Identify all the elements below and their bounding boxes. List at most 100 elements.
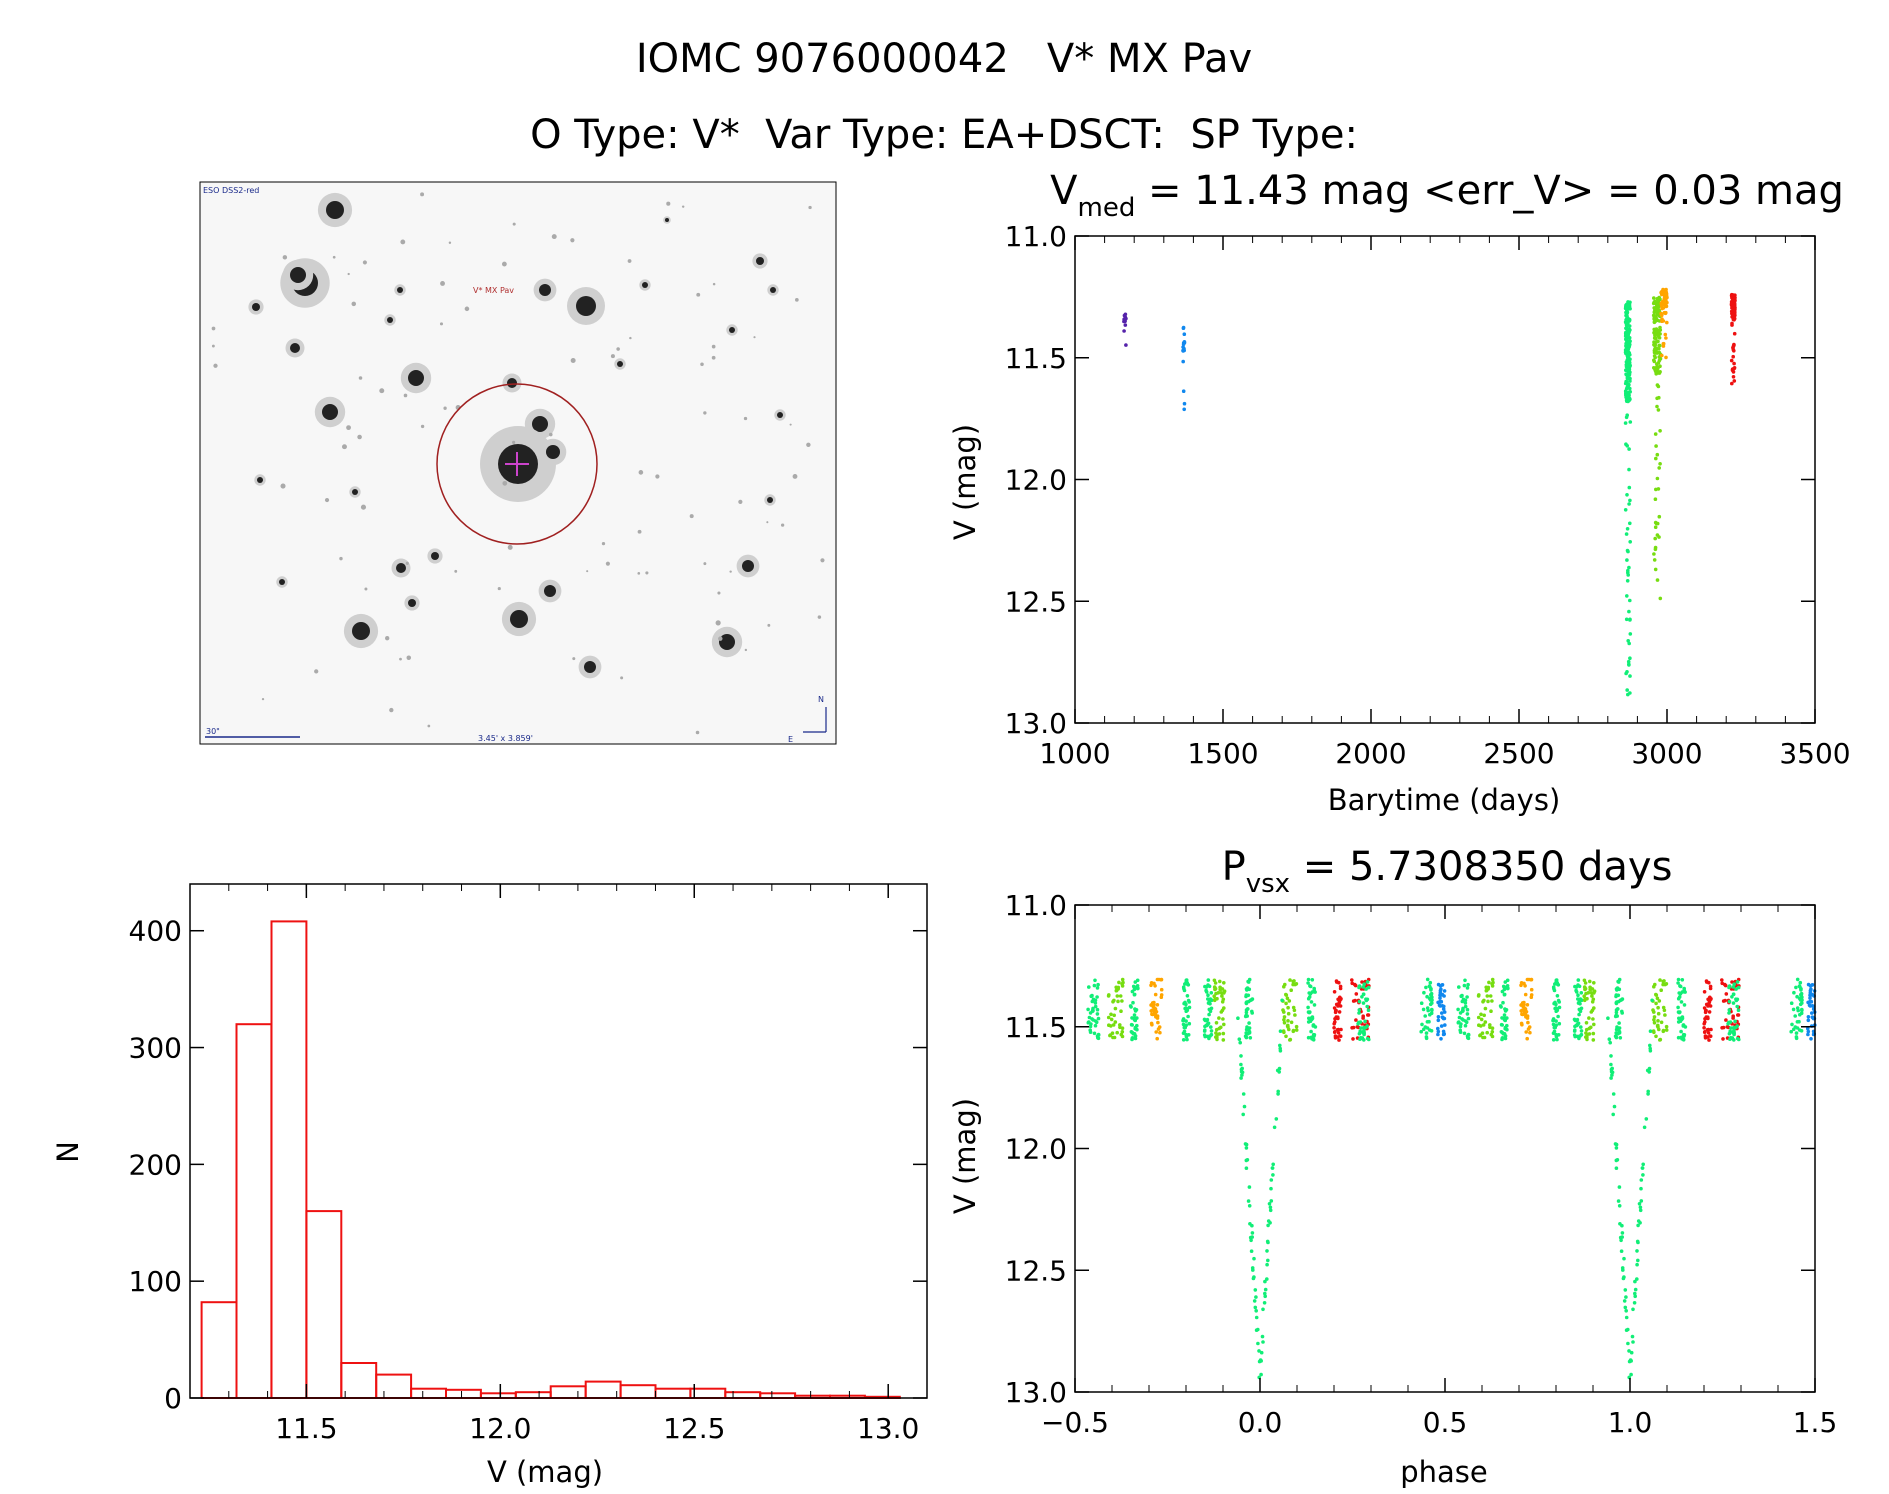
phase-curve-point (1621, 1276, 1626, 1281)
phase-curve-point (1592, 1022, 1596, 1027)
phase-curve-point (1182, 1025, 1187, 1030)
phase-curve-point (1702, 990, 1707, 994)
phase-curve-point (1676, 996, 1681, 1001)
phase-curve-point (1265, 1239, 1270, 1244)
phase-curve-point (1662, 979, 1666, 983)
sky-star (322, 404, 338, 420)
phase-curve-point (1118, 994, 1123, 998)
phase-curve-point (1119, 1009, 1123, 1013)
y-tick-label: 13.0 (1005, 1376, 1067, 1409)
light-curve-point (1624, 617, 1629, 622)
figure-title: IOMC 9076000042 V* MX Pav (636, 36, 1252, 82)
phase-curve-point (1501, 1032, 1506, 1036)
phase-curve-point (1153, 992, 1158, 997)
phase-curve-point (1577, 1007, 1582, 1012)
histogram-bar (200, 1301, 238, 1399)
phase-curve-point (1158, 1030, 1162, 1035)
y-tick-label: 11.0 (1005, 220, 1067, 253)
light-curve-point (1624, 671, 1628, 676)
phase-curve-point (1280, 998, 1284, 1003)
sky-faint-star (379, 388, 385, 394)
phase-curve-point (1707, 1001, 1711, 1006)
phase-curve-point (1284, 1034, 1288, 1039)
phase-curve-point (1121, 980, 1125, 985)
phase-curve-point (1519, 1021, 1524, 1026)
sky-faint-star (358, 376, 363, 380)
sky-faint-star (364, 587, 368, 591)
phase-curve-point (1706, 1016, 1710, 1021)
phase-curve-point (1708, 984, 1713, 989)
sky-faint-star (605, 561, 610, 566)
phase-curve-point (1276, 1092, 1280, 1096)
light-curve-point (1628, 540, 1632, 544)
phase-curve-point (1520, 1012, 1524, 1016)
phase-curve-point (1460, 999, 1465, 1004)
light-curve-point (1628, 618, 1632, 622)
phase-curve-point (1187, 1021, 1192, 1026)
light-curve-point (1623, 421, 1628, 425)
phase-curve-point (1676, 981, 1680, 985)
light-curve-point (1626, 363, 1630, 367)
phase-curve-point (1357, 1008, 1362, 1012)
phase-curve-point (1791, 1007, 1796, 1012)
phase-curve-point (1266, 1223, 1270, 1228)
phase-curve-point (1149, 1021, 1154, 1026)
phase-curve-point (1464, 1020, 1469, 1024)
light-curve-point (1663, 332, 1668, 337)
sky-faint-star (357, 434, 362, 440)
phase-curve-point (1129, 1005, 1133, 1009)
phase-curve-point (1425, 994, 1429, 999)
sky-faint-star (347, 272, 350, 276)
phase-curve-point (1306, 1035, 1311, 1040)
phase-curve-point (1622, 1256, 1626, 1261)
light-curve-point (1627, 319, 1632, 323)
phase-curve-point (1579, 1032, 1584, 1037)
phase-curve-point (1572, 1029, 1577, 1033)
histogram-xlabel: V (mag) (487, 1455, 603, 1489)
sky-star (719, 634, 735, 650)
phase-curve-point (1554, 1002, 1558, 1007)
phase-curve-point (1237, 1037, 1242, 1041)
light-curve-point (1653, 369, 1658, 374)
phase-curve-point (1440, 1011, 1444, 1015)
sky-faint-star (332, 255, 336, 259)
phase-curve-point (1702, 1006, 1707, 1010)
phase-curve-point (1490, 984, 1495, 988)
light-curve-point (1653, 306, 1658, 311)
plot-frame (1074, 904, 1816, 1393)
phase-curve-point (1736, 1008, 1741, 1012)
phase-curve-point (1679, 1029, 1683, 1034)
phase-curve-point (1582, 985, 1587, 989)
light-curve-point (1655, 452, 1660, 457)
phase-curve-point (1442, 989, 1447, 993)
phase-curve-point (1646, 1092, 1650, 1096)
phase-curve-point (1529, 993, 1534, 997)
light-curve-point (1654, 340, 1659, 344)
phase-curve-point (1458, 1028, 1462, 1032)
phase-curve-point (1724, 1018, 1728, 1022)
phase-curve-point (1250, 1231, 1255, 1235)
phase-curve-point (1656, 1005, 1660, 1010)
phase-curve-point (1424, 1031, 1429, 1035)
sky-star (252, 303, 260, 311)
phase-curve-point (1551, 1017, 1556, 1021)
phase-curve-point (1243, 1034, 1248, 1038)
phase-curve-point (1487, 980, 1491, 985)
phase-curve-point (1676, 1005, 1680, 1010)
phase-curve-point (1282, 1021, 1287, 1025)
light-curve-point (1652, 336, 1657, 340)
sky-faint-star (715, 620, 721, 626)
phase-curve-point (1441, 1029, 1446, 1034)
phase-curve-point (1636, 1219, 1641, 1223)
phase-curve-point (1116, 999, 1120, 1004)
phase-curve-point (1288, 978, 1292, 982)
phase-curve-point (1554, 1009, 1558, 1013)
phase-curve-point (1155, 1003, 1160, 1007)
sky-faint-star (616, 347, 620, 351)
phase-curve-point (1614, 1001, 1619, 1006)
sky-faint-star (655, 474, 660, 479)
light-curve-point (1657, 466, 1661, 470)
phase-curve-point (1266, 1219, 1271, 1223)
phase-curve-point (1202, 1017, 1207, 1022)
phase-curve-point (1270, 1166, 1275, 1170)
